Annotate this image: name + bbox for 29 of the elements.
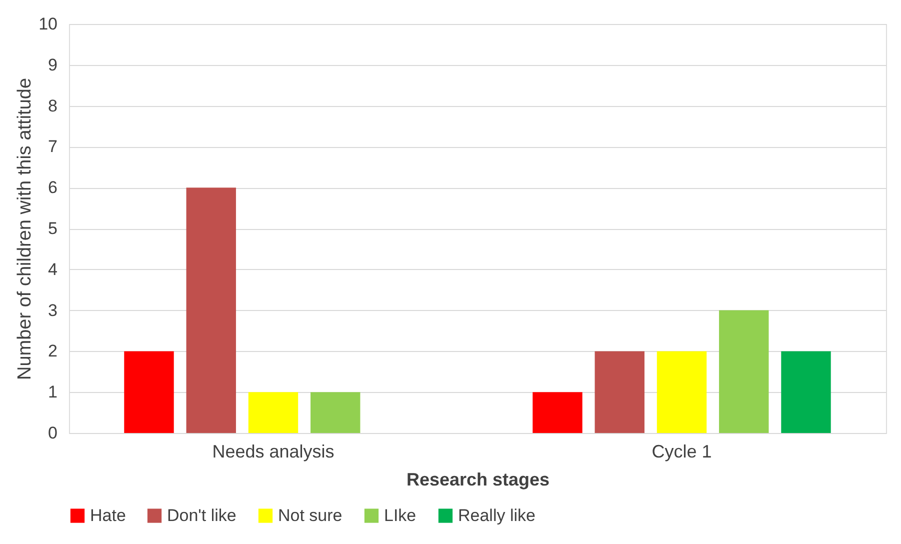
y-tick-label: 1 bbox=[48, 382, 58, 402]
bar bbox=[248, 392, 298, 433]
legend-label: LIke bbox=[384, 506, 416, 525]
y-tick-label: 10 bbox=[38, 14, 58, 34]
bar bbox=[310, 392, 360, 433]
y-tick-label: 4 bbox=[48, 260, 58, 279]
bar bbox=[656, 351, 707, 433]
y-tick-label: 0 bbox=[48, 424, 58, 442]
bar bbox=[594, 351, 644, 433]
y-tick-label: 7 bbox=[48, 137, 58, 156]
y-tick-label: 9 bbox=[48, 55, 58, 74]
legend-label: Hate bbox=[90, 506, 126, 525]
y-tick-label: 3 bbox=[48, 300, 58, 320]
legend-label: Really like bbox=[458, 506, 536, 525]
bar bbox=[719, 310, 769, 433]
legend-label: Not sure bbox=[278, 506, 342, 525]
y-axis-title: Number of children with this attitude bbox=[14, 78, 36, 380]
bar bbox=[186, 188, 236, 433]
y-tick-label: 2 bbox=[48, 342, 58, 361]
bar bbox=[532, 392, 582, 433]
y-tick-label: 8 bbox=[48, 96, 58, 116]
y-tick-label: 6 bbox=[48, 178, 58, 198]
bar bbox=[781, 351, 831, 433]
y-tick-label: 5 bbox=[48, 219, 58, 238]
x-axis-title: Research stages bbox=[406, 470, 550, 490]
x-tick-label: Cycle 1 bbox=[652, 442, 712, 462]
x-tick-label: Needs analysis bbox=[212, 442, 334, 462]
bar bbox=[124, 351, 174, 433]
legend-label: Don't like bbox=[167, 506, 236, 525]
